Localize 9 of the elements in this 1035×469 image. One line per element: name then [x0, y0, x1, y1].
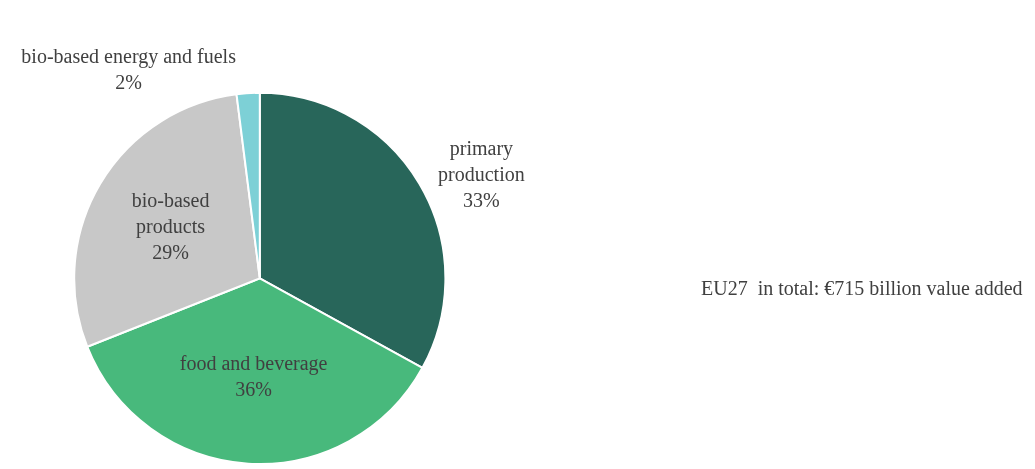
data-label: 29%	[152, 240, 189, 263]
data-label: 2%	[115, 71, 142, 94]
slice-label: bio-based products	[131, 188, 210, 238]
text: EU27 in total: €715 billion value added	[701, 277, 1023, 299]
slice-label: food and beverage	[179, 351, 328, 375]
data-label: 36%	[235, 377, 272, 400]
slice-label: bio-based energy and fuels	[21, 45, 237, 69]
slice-label: primary production	[438, 137, 525, 187]
data-label: 33%	[463, 189, 500, 212]
